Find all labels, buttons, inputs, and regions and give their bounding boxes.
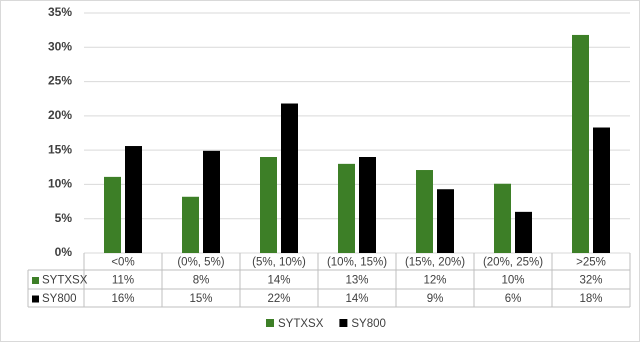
y-tick-label: 0%: [55, 245, 73, 259]
y-tick-label: 10%: [48, 177, 72, 191]
table-cell: 18%: [579, 293, 602, 305]
table-cell: 13%: [345, 275, 368, 287]
bar: [437, 189, 454, 253]
x-tick-label: (10%, 15%): [327, 257, 387, 269]
y-tick-label: 30%: [48, 39, 72, 53]
table-cell: 11%: [112, 275, 134, 287]
y-tick-label: 25%: [48, 74, 72, 88]
bar: [359, 157, 376, 253]
table-legend-key: [32, 295, 39, 303]
x-tick-label: (15%, 20%): [405, 257, 465, 269]
table-cell: 6%: [505, 293, 522, 305]
table-cell: 15%: [189, 293, 212, 305]
legend-label: SY800: [351, 318, 386, 330]
table-cell: 14%: [267, 275, 290, 287]
bar: [125, 146, 142, 253]
bar: [203, 150, 220, 253]
bar: [494, 183, 511, 253]
legend-label: SYTXSX: [278, 318, 324, 330]
table-cell: 12%: [423, 275, 446, 287]
table-cell: 8%: [193, 275, 210, 287]
table-row-header: SYTXSX: [42, 275, 88, 287]
table-cell: 32%: [579, 275, 602, 287]
x-tick-label: (0%, 5%): [177, 257, 224, 269]
table-cell: 16%: [111, 293, 134, 305]
table-cell: 22%: [267, 293, 290, 305]
y-tick-label: 5%: [55, 211, 73, 225]
bar: [416, 170, 433, 253]
x-tick-label: (5%, 10%): [252, 257, 306, 269]
y-tick-label: 15%: [48, 142, 72, 156]
table-cell: 10%: [501, 275, 524, 287]
legend-key: [266, 319, 274, 327]
x-tick-label: <0%: [111, 257, 134, 269]
table-row-header: SY800: [42, 293, 77, 305]
bar: [104, 176, 121, 253]
bar: [515, 211, 532, 253]
y-tick-label: 35%: [48, 5, 72, 19]
legend-key: [339, 319, 348, 327]
table-cell: 14%: [345, 293, 368, 305]
bar: [338, 163, 355, 253]
table-legend-key: [32, 277, 39, 284]
bar: [260, 157, 277, 253]
bar: [572, 34, 589, 253]
x-tick-label: (20%, 25%): [483, 257, 543, 269]
x-tick-label: >25%: [576, 257, 606, 269]
bar: [281, 103, 298, 253]
bar: [182, 196, 199, 253]
table-cell: 9%: [427, 293, 444, 305]
bar: [593, 127, 610, 253]
y-tick-label: 20%: [48, 108, 72, 122]
